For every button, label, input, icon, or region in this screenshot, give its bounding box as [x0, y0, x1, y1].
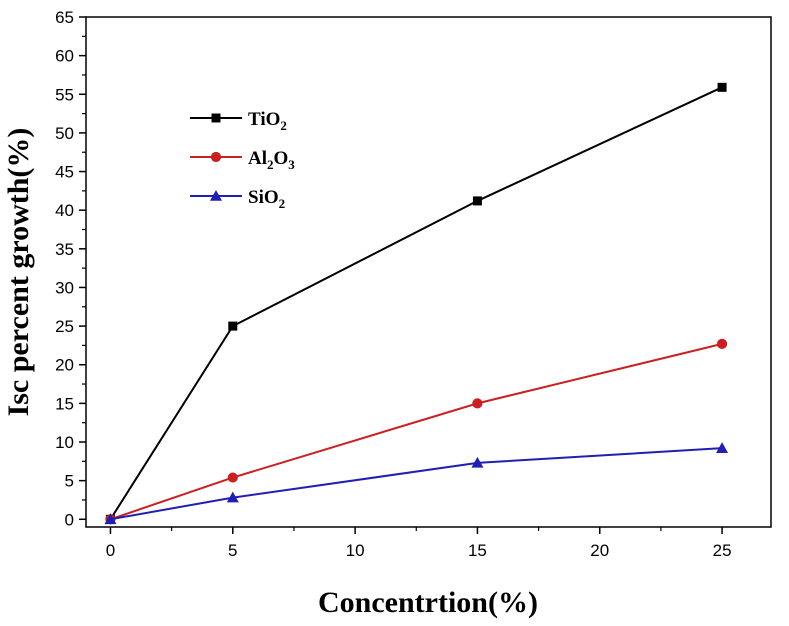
x-tick-label: 0 [106, 541, 115, 560]
legend-item-al2o3: Al2O3 [190, 148, 295, 172]
x-tick-label: 25 [713, 541, 732, 560]
x-tick-label: 15 [468, 541, 487, 560]
plot-frame [85, 16, 772, 528]
legend-marker-sio2 [210, 190, 222, 201]
y-tick-label: 25 [55, 317, 74, 336]
series-sio2 [104, 442, 729, 525]
legend: TiO2 Al2O3 SiO2 [190, 109, 295, 211]
data-point-al2o3 [716, 338, 728, 349]
y-tick-label: 5 [65, 472, 74, 491]
legend-marker-al2o3 [210, 151, 222, 163]
series-line-al2o3 [110, 342, 723, 521]
y-tick-label: 45 [55, 163, 74, 182]
y-tick-label: 10 [55, 433, 74, 452]
y-tick-label: 60 [55, 47, 74, 66]
y-tick-label: 55 [55, 85, 74, 104]
data-point-sio2 [716, 442, 729, 453]
series-tio2 [105, 82, 727, 524]
data-point-al2o3 [472, 398, 483, 409]
data-point-tio2 [717, 82, 727, 92]
x-tick-label: 10 [346, 541, 365, 560]
legend-item-tio2: TiO2 [190, 109, 287, 133]
data-point-sio2 [226, 491, 239, 503]
series-line-tio2 [109, 86, 723, 520]
y-tick-label: 30 [55, 278, 74, 297]
y-tick-label: 40 [55, 201, 74, 220]
legend-item-sio2: SiO2 [190, 187, 285, 211]
y-tick-label: 50 [55, 124, 74, 143]
series-layer [104, 82, 729, 525]
data-point-al2o3 [227, 472, 238, 483]
series-al2o3 [105, 338, 728, 525]
data-point-sio2 [471, 456, 484, 468]
y-tick-label: 35 [55, 240, 74, 259]
x-tick-label: 5 [228, 541, 237, 560]
y-tick-label: 65 [55, 8, 74, 27]
data-point-sio2 [104, 513, 117, 525]
y-tick-label: 0 [65, 510, 74, 529]
data-point-tio2 [472, 196, 482, 206]
series-line-sio2 [110, 447, 723, 521]
data-point-tio2 [228, 321, 238, 331]
y-axis-title: Isc percent growth(%) [2, 128, 35, 417]
axis-ticks: 0 5 10 15 20 25 30 35 40 45 50 55 60 65 0 5 10 15 20 25 [55, 8, 731, 560]
y-tick-label: 15 [55, 394, 74, 413]
legend-label-sio2: SiO2 [248, 187, 285, 211]
x-axis-title: Concentrtion(%) [318, 586, 538, 619]
legend-marker-tio2 [211, 113, 221, 123]
legend-label-al2o3: Al2O3 [248, 148, 295, 172]
x-tick-label: 20 [590, 541, 609, 560]
legend-label-tio2: TiO2 [248, 109, 287, 133]
y-tick-label: 20 [55, 356, 74, 375]
